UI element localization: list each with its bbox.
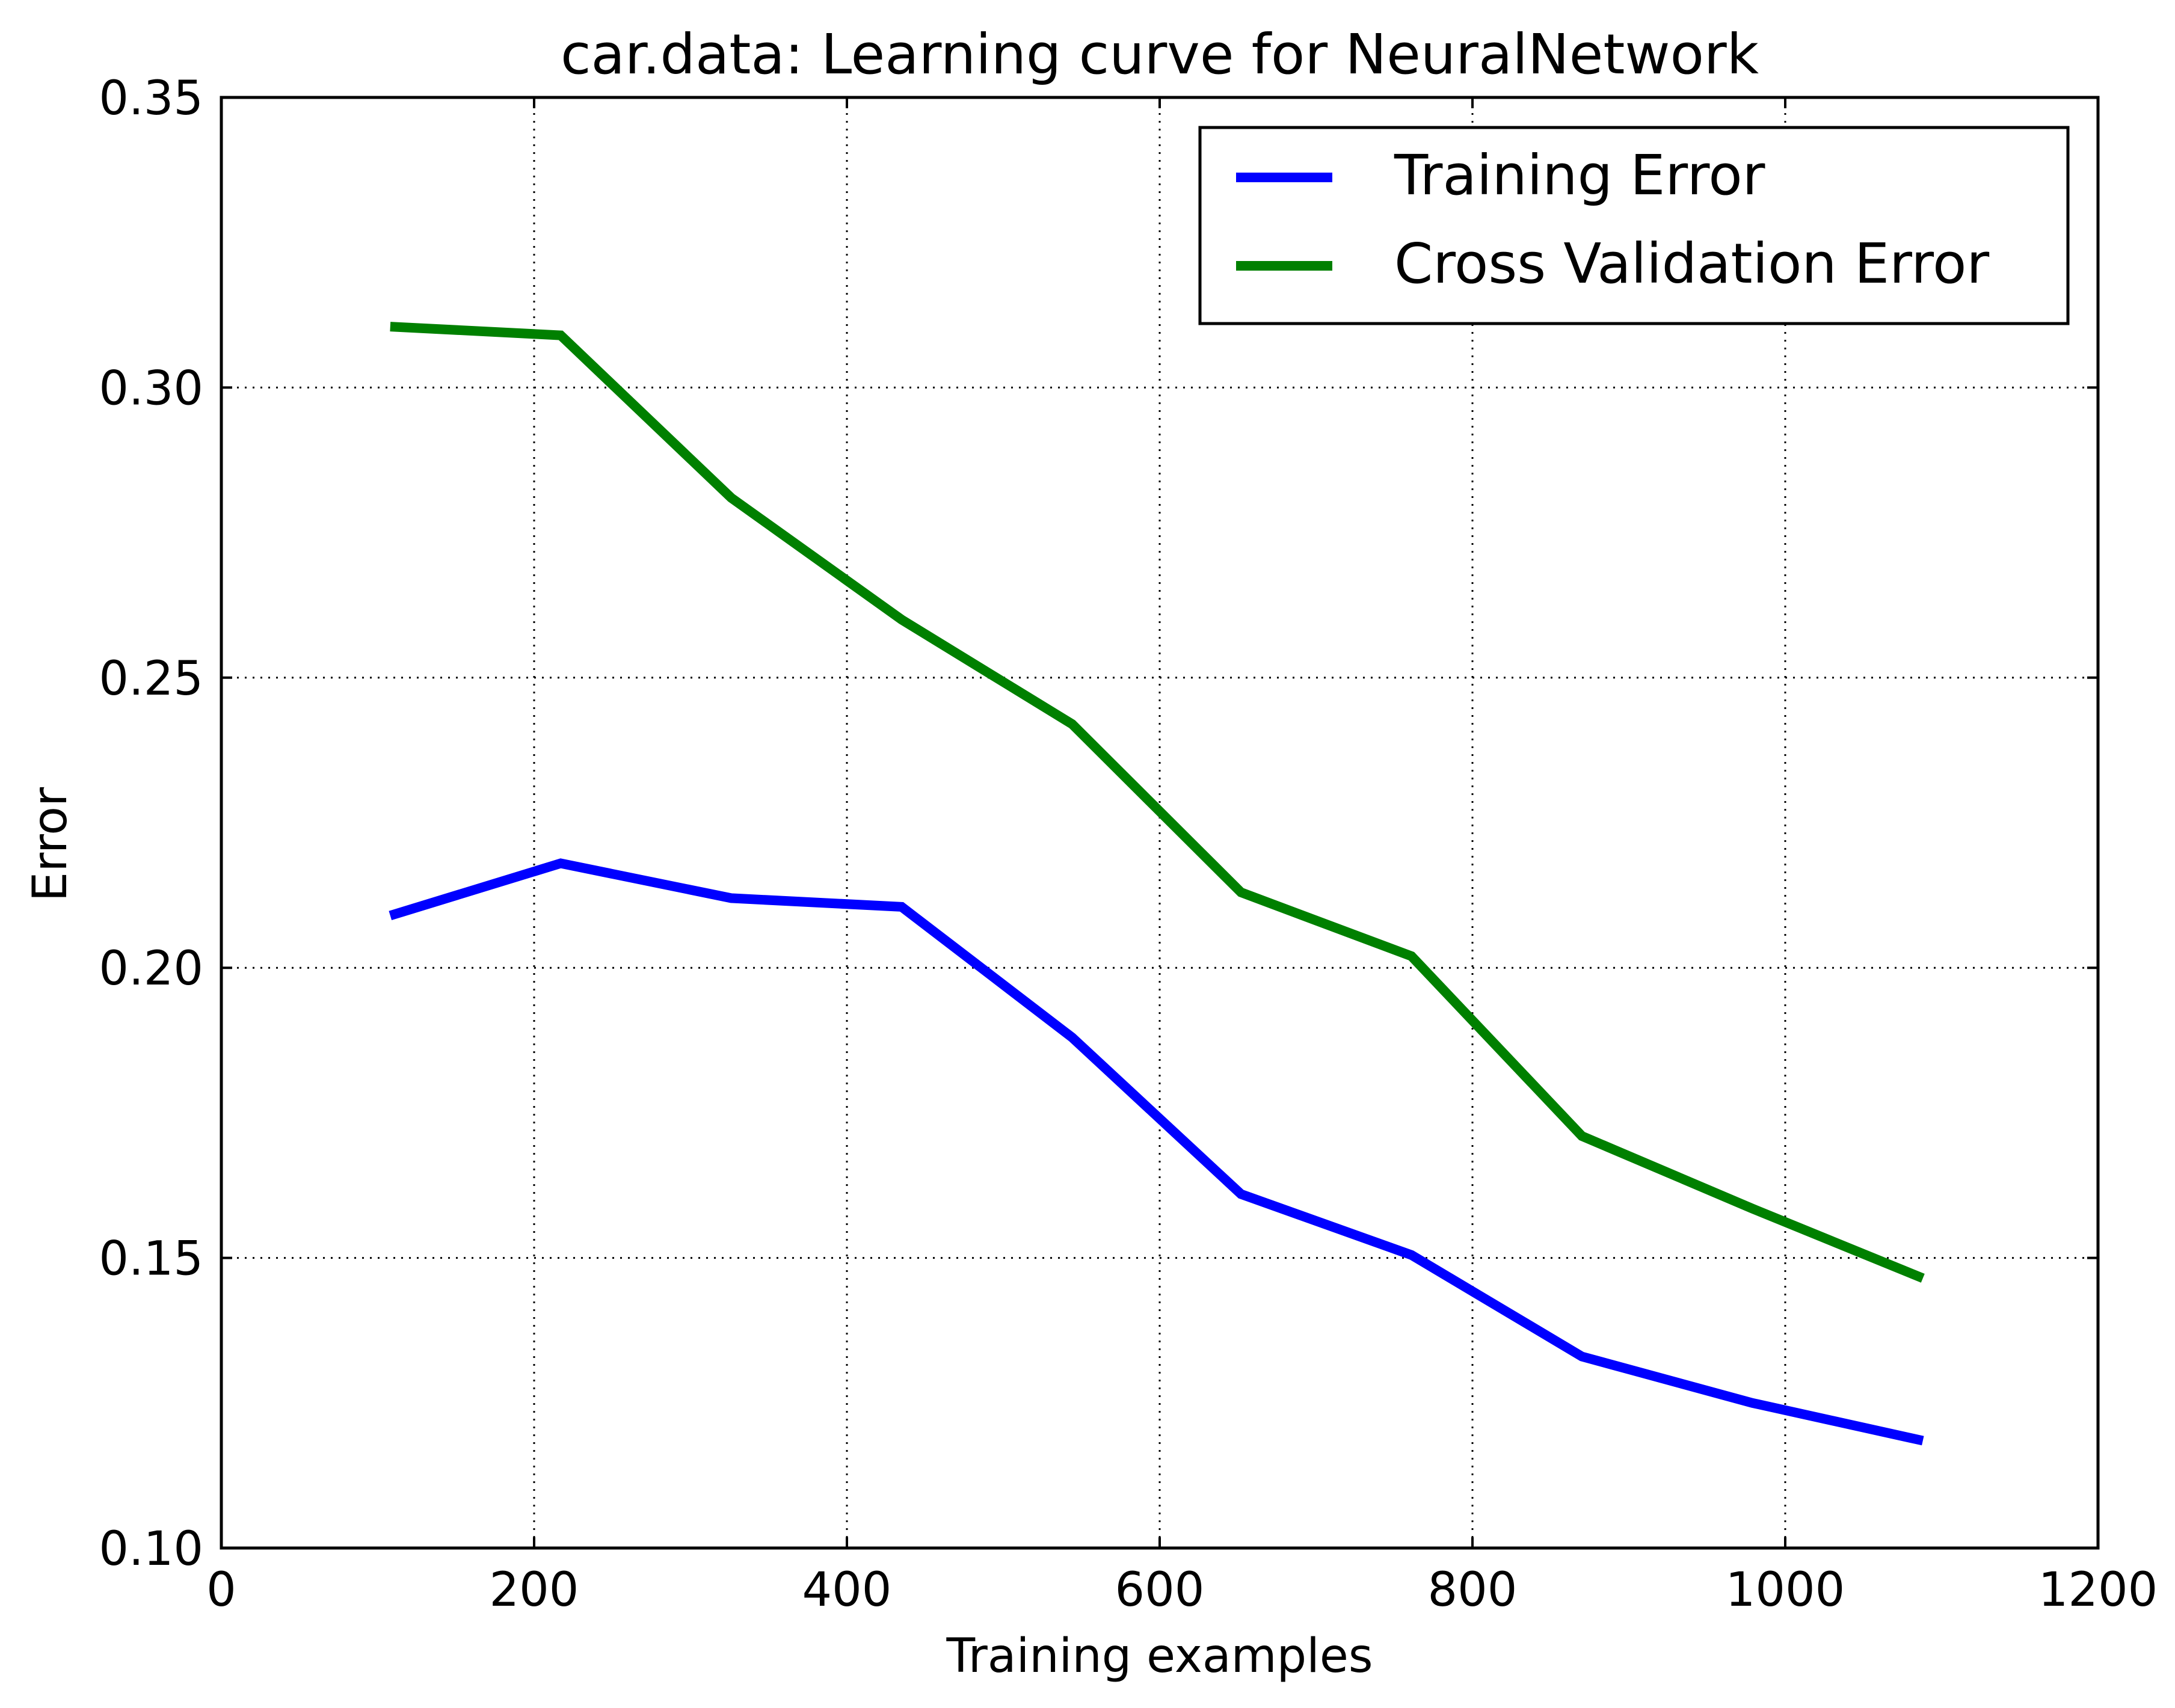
legend: Training Error Cross Validation Error bbox=[1198, 126, 2070, 325]
x-axis-label: Training examples bbox=[946, 1629, 1373, 1683]
x-tick-label: 1000 bbox=[1726, 1563, 1845, 1617]
axis-ticks bbox=[220, 96, 2099, 1549]
y-tick-label: 0.10 bbox=[99, 1522, 203, 1576]
x-tick-label: 200 bbox=[490, 1563, 579, 1617]
x-tick-labels: 0 200 400 600 800 1000 1200 bbox=[206, 1563, 2158, 1617]
y-tick-label: 0.25 bbox=[99, 652, 203, 706]
y-tick-label: 0.35 bbox=[99, 72, 203, 126]
y-axis-label: Error bbox=[23, 787, 78, 902]
x-tick-label: 800 bbox=[1428, 1563, 1518, 1617]
training-error-line bbox=[389, 858, 1924, 1446]
legend-box bbox=[1198, 126, 2070, 325]
x-tick-label: 0 bbox=[206, 1563, 236, 1617]
x-tick-label: 600 bbox=[1115, 1563, 1205, 1617]
y-tick-label: 0.30 bbox=[99, 361, 203, 416]
y-tick-label: 0.20 bbox=[99, 942, 203, 996]
y-tick-label: 0.15 bbox=[99, 1232, 203, 1286]
y-tick-labels: 0.10 0.15 0.20 0.25 0.30 0.35 bbox=[99, 72, 203, 1576]
chart-title: car.data: Learning curve for NeuralNetwo… bbox=[561, 22, 1759, 87]
cross-validation-error-line bbox=[390, 322, 1925, 1283]
legend-label-training-error: Training Error bbox=[1394, 143, 1765, 207]
grid-lines bbox=[221, 97, 2098, 1548]
x-tick-label: 400 bbox=[802, 1563, 892, 1617]
x-tick-label: 1200 bbox=[2038, 1563, 2158, 1617]
series-lines bbox=[389, 322, 1925, 1446]
legend-label-cross-validation-error: Cross Validation Error bbox=[1394, 232, 1989, 296]
